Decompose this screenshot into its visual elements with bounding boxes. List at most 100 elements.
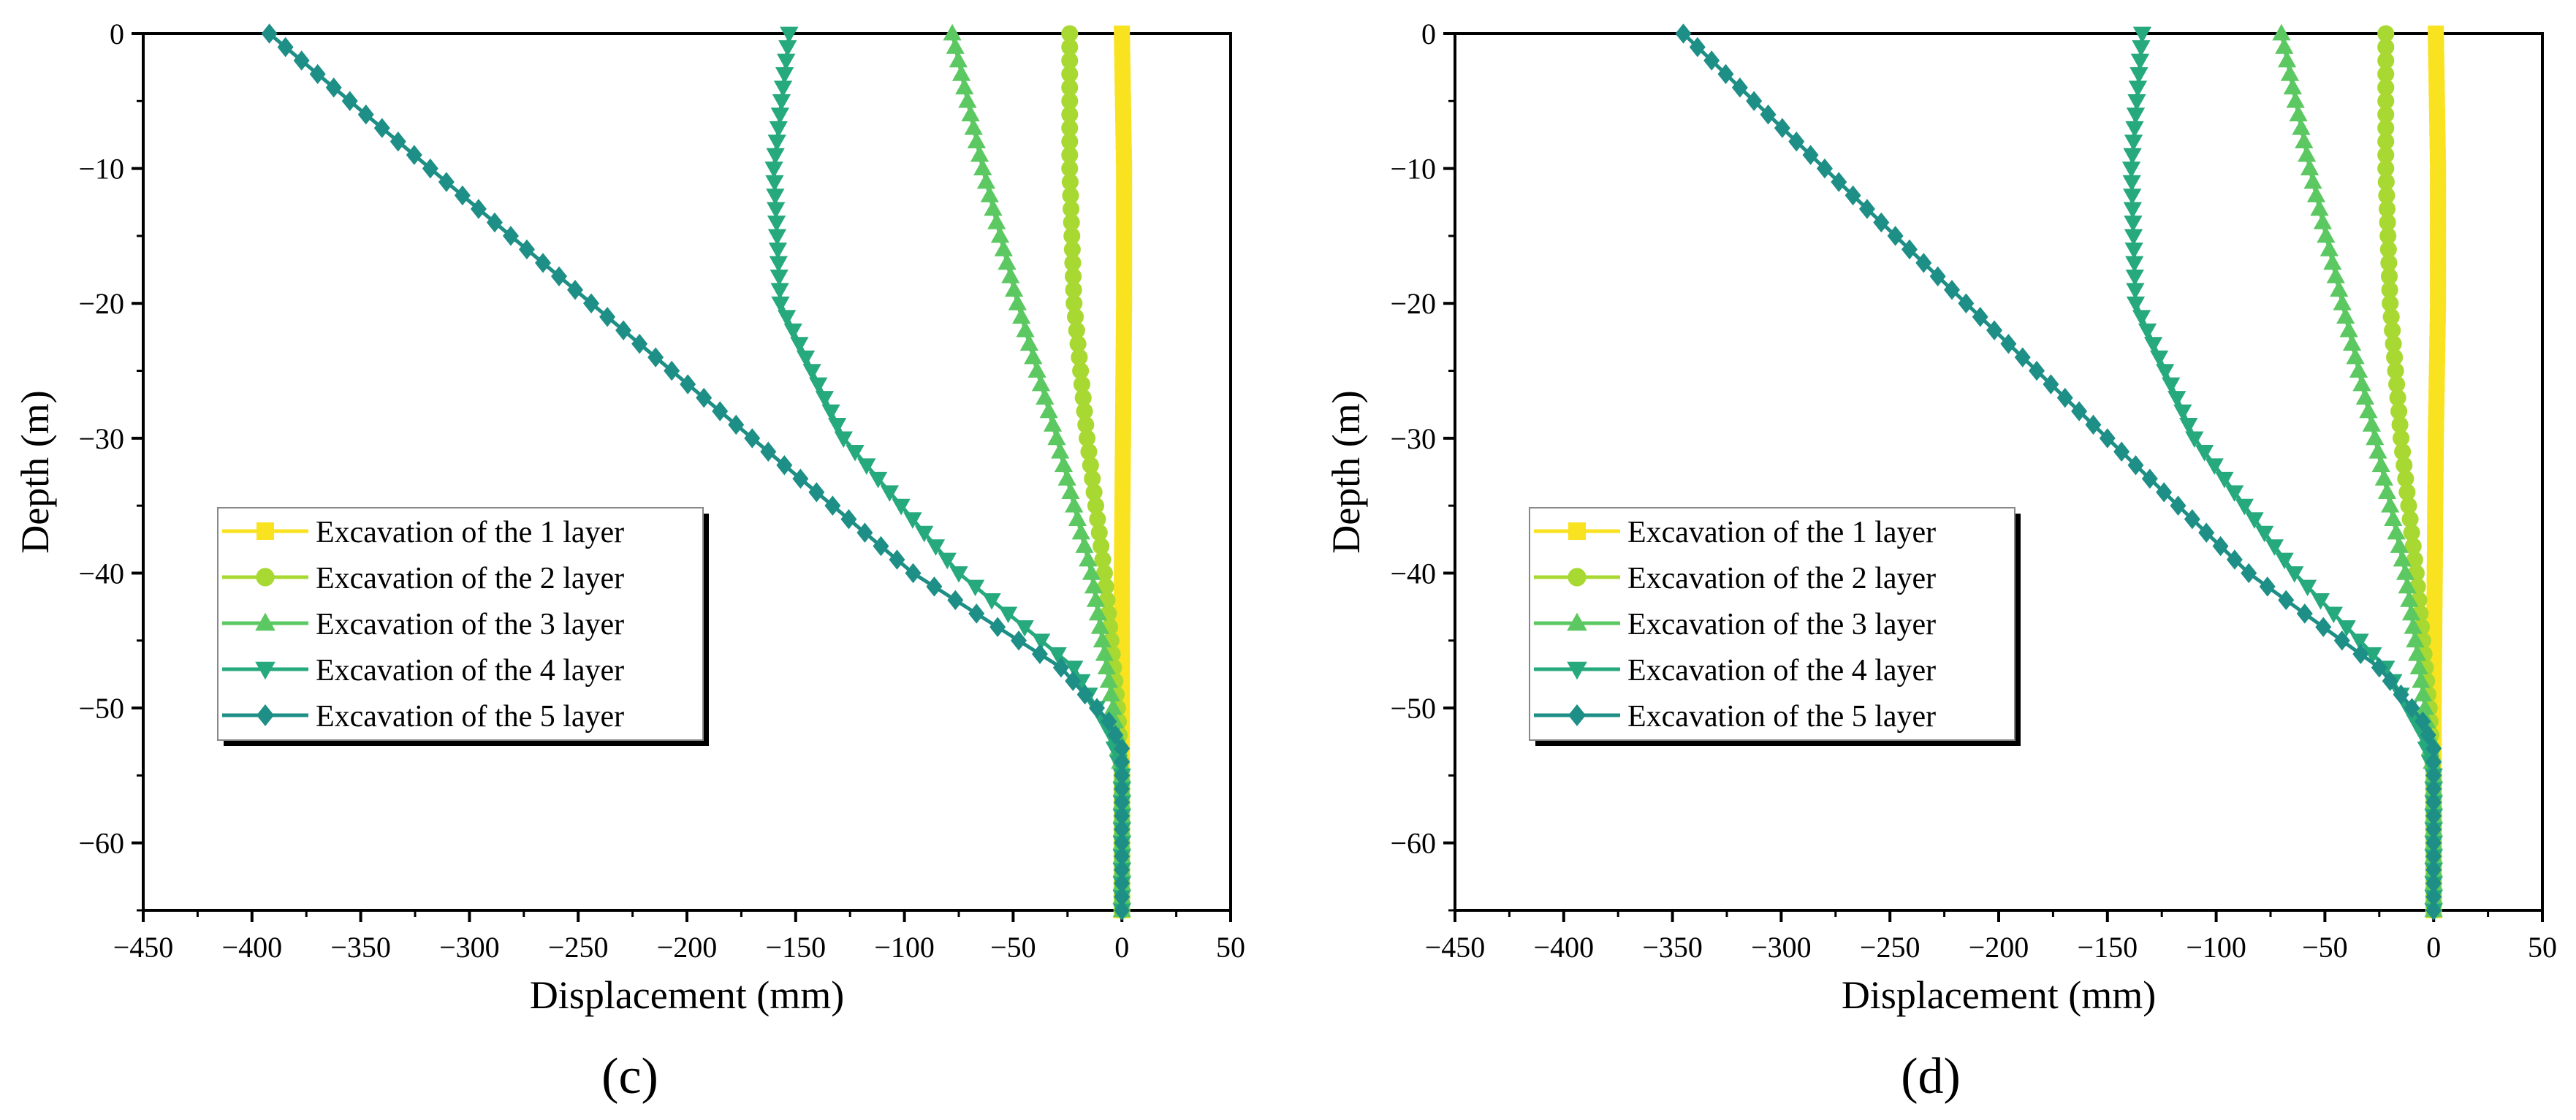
series-marker <box>1774 118 1790 138</box>
series-marker <box>2306 186 2326 202</box>
series-marker <box>1107 725 1124 745</box>
x-tick-label: 0 <box>1114 931 1129 964</box>
series-marker <box>2427 525 2444 541</box>
series-marker <box>1114 859 1131 880</box>
series-marker <box>1986 320 2003 340</box>
series-marker <box>2379 227 2397 245</box>
series-marker <box>2123 202 2142 219</box>
series-marker <box>2426 578 2443 595</box>
series-marker <box>2128 80 2148 98</box>
series-marker <box>766 188 785 205</box>
series-marker <box>1703 50 1720 71</box>
series-marker <box>846 444 865 462</box>
series-marker <box>518 239 535 260</box>
series-marker <box>2378 200 2396 218</box>
series-marker <box>2363 647 2382 664</box>
legend-item: Excavation of the 5 layer <box>222 700 624 734</box>
series-marker <box>2132 310 2151 327</box>
series-marker <box>680 374 696 395</box>
series-marker <box>2400 590 2419 607</box>
series-marker <box>769 121 788 138</box>
series-marker <box>2143 337 2163 354</box>
series-marker <box>2317 226 2336 243</box>
series-marker <box>1858 199 1875 219</box>
series-marker <box>2429 322 2446 339</box>
series-marker <box>1063 240 1081 258</box>
x-tick-label: −300 <box>1751 931 1812 964</box>
series-marker <box>2333 631 2350 651</box>
series-marker <box>744 428 761 449</box>
series-marker <box>1116 295 1133 312</box>
series-marker <box>982 593 1001 610</box>
series-marker <box>2390 536 2409 553</box>
legend-item: Excavation of the 2 layer <box>1534 562 1936 595</box>
series-marker <box>390 131 406 152</box>
series-marker <box>2406 551 2423 568</box>
series-marker <box>2429 147 2446 164</box>
series-marker <box>1115 362 1132 379</box>
series-marker <box>1114 792 1131 813</box>
y-tick-label: −30 <box>1390 422 1436 455</box>
series-marker <box>2404 537 2422 555</box>
series-marker <box>1061 25 1079 42</box>
series-marker <box>2428 52 2444 69</box>
series-marker <box>2056 387 2073 408</box>
series-marker <box>1062 186 1079 205</box>
series-marker <box>1016 320 1035 338</box>
series-marker <box>1071 522 1090 540</box>
series-marker <box>2430 187 2447 204</box>
series-marker <box>1057 469 1076 486</box>
series-marker <box>2382 308 2400 326</box>
series-marker <box>1095 564 1113 582</box>
series-marker <box>889 549 905 570</box>
x-tick-label: −350 <box>1642 931 1703 964</box>
series-marker <box>834 431 853 449</box>
series-marker <box>2377 160 2395 178</box>
series-marker <box>2427 471 2444 487</box>
series-marker <box>1972 306 1988 327</box>
series-marker <box>2156 481 2173 503</box>
series-marker <box>2121 161 2141 178</box>
series-marker <box>2337 620 2356 637</box>
chart-panel-d: −450 −400 −350 −300 −250 −200 −150 −100 −50 0 50 0 −… <box>1324 18 2557 1105</box>
series-marker <box>1114 498 1131 514</box>
series-marker <box>2323 253 2342 270</box>
series-marker <box>2398 484 2416 501</box>
series-marker <box>1097 578 1114 595</box>
series-marker <box>2278 590 2295 611</box>
x-tick-label: −150 <box>766 931 827 964</box>
series-marker <box>2124 229 2143 246</box>
series-marker <box>2265 539 2284 556</box>
series-marker <box>2286 91 2305 108</box>
series-marker <box>767 134 786 151</box>
series-marker <box>325 77 342 98</box>
series-marker <box>1115 322 1132 339</box>
series-marker <box>2241 563 2257 584</box>
series-marker <box>1116 268 1133 285</box>
series-marker <box>2425 900 2442 921</box>
series-marker <box>1944 280 1961 300</box>
series-marker <box>2377 173 2395 191</box>
series-marker <box>1689 37 1706 58</box>
series-marker <box>2371 455 2390 473</box>
series-marker <box>2352 374 2371 392</box>
series-marker <box>1116 254 1133 271</box>
series-marker <box>1115 335 1132 352</box>
series-marker <box>1065 495 1084 513</box>
series-marker <box>1116 187 1133 204</box>
series-marker <box>2390 403 2408 420</box>
x-tick-label: −100 <box>2186 931 2246 964</box>
legend-item: Excavation of the 4 layer <box>222 654 624 687</box>
series-marker <box>2428 389 2445 406</box>
series-marker <box>1069 335 1087 353</box>
series-marker <box>2393 430 2410 447</box>
series-marker <box>2393 684 2409 705</box>
y-tick-label: −50 <box>78 692 124 725</box>
series-marker <box>2275 552 2294 570</box>
series-marker <box>2292 118 2311 135</box>
series-marker <box>1788 131 1805 152</box>
series-marker <box>926 539 946 556</box>
series-marker <box>765 175 784 192</box>
series-marker <box>2300 159 2319 175</box>
legend-label: Excavation of the 1 layer <box>1627 516 1936 549</box>
